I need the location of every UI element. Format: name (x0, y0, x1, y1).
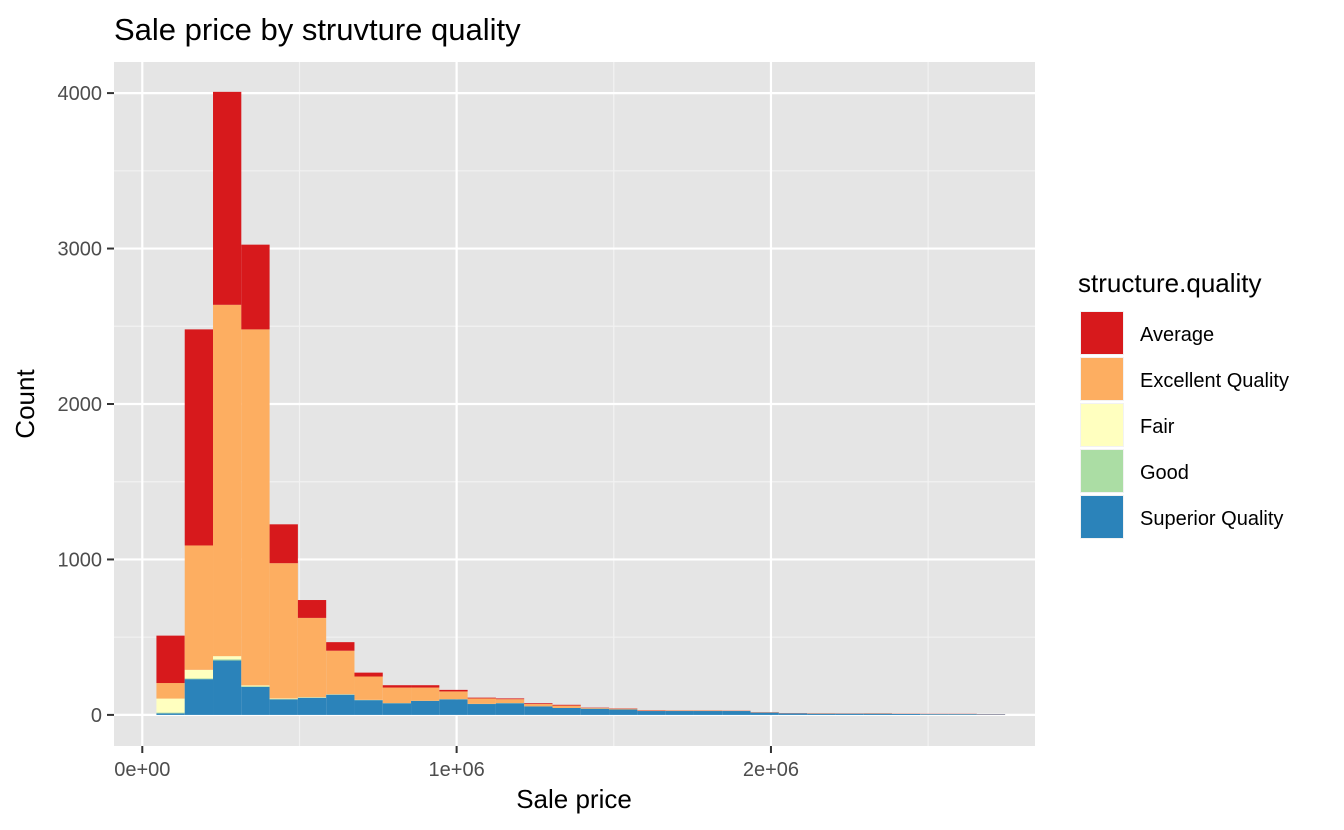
bar-segment-excellent-quality (552, 705, 581, 708)
bar-segment-superior-quality (213, 660, 242, 715)
x-tick-label: 0e+00 (114, 759, 170, 781)
bar-segment-excellent-quality (297, 617, 327, 698)
bar-segment-superior-quality (439, 699, 468, 715)
bar-segment-superior-quality (835, 713, 864, 715)
legend-label: Fair (1140, 416, 1175, 438)
bar-segment-superior-quality (326, 694, 355, 715)
bar-segment-average (326, 642, 355, 651)
bar-segment-fair (213, 656, 242, 660)
bar-segment-excellent-quality (382, 687, 412, 704)
bar-segment-average (524, 703, 553, 705)
bar-segment-excellent-quality (609, 708, 638, 710)
bar-segment-fair (156, 698, 185, 713)
bar-segment-superior-quality (241, 686, 270, 715)
bar-segment-superior-quality (297, 697, 327, 715)
bar-segment-superior-quality (354, 700, 383, 715)
legend: structure.quality Average Excellent Quali… (1078, 268, 1289, 539)
bar-segment-excellent-quality (439, 691, 468, 700)
bar-segment-superior-quality (609, 709, 638, 715)
bar-segment-superior-quality (665, 711, 694, 715)
legend-label: Excellent Quality (1140, 370, 1289, 392)
legend-label: Good (1140, 462, 1189, 484)
bar-segment-excellent-quality (213, 304, 242, 657)
x-axis-title: Sale price (516, 784, 632, 814)
bar-segment-superior-quality (891, 713, 921, 715)
legend-swatch (1081, 358, 1123, 400)
y-tick-label: 1000 (58, 549, 103, 571)
bar-segment-superior-quality (807, 713, 836, 715)
bar-segment-superior-quality (382, 703, 412, 715)
bar-segment-average (354, 672, 383, 677)
bar-segment-average (552, 704, 581, 706)
x-axis-ticks: 0e+00 1e+06 2e+06 (114, 746, 799, 781)
legend-swatch (1081, 496, 1123, 538)
legend-swatch (1081, 404, 1123, 446)
bar-segment-average (411, 685, 440, 688)
bar-segment-good (156, 712, 185, 714)
bar-segment-superior-quality (693, 711, 723, 715)
y-axis-title: Count (10, 369, 40, 439)
bar-segment-average (213, 91, 242, 305)
bar-segment-superior-quality (750, 712, 779, 715)
bar-segment-superior-quality (411, 700, 440, 715)
bar-segment-superior-quality (948, 714, 977, 715)
bar-segment-average (297, 600, 327, 618)
bar-segment-average (241, 244, 270, 330)
bar-segment-average (382, 685, 412, 688)
bar-segment-superior-quality (637, 711, 666, 715)
bar-segment-excellent-quality (269, 563, 298, 699)
stacked-bars (156, 91, 1006, 715)
bar-segment-good (241, 686, 270, 687)
bar-segment-superior-quality (184, 679, 214, 715)
bar-segment-excellent-quality (411, 687, 440, 701)
bar-segment-good (184, 678, 214, 680)
bar-segment-superior-quality (524, 706, 553, 715)
bar-segment-superior-quality (920, 714, 949, 715)
bar-segment-average (156, 635, 185, 684)
bar-segment-average (184, 329, 214, 546)
bar-segment-superior-quality (863, 713, 892, 715)
bar-segment-excellent-quality (524, 704, 553, 707)
bar-segment-excellent-quality (326, 650, 355, 695)
y-tick-label: 2000 (58, 394, 103, 416)
bar-segment-superior-quality (552, 707, 581, 715)
legend-label: Average (1140, 324, 1214, 346)
bar-segment-average (467, 697, 496, 699)
bar-segment-superior-quality (580, 708, 610, 715)
bar-segment-superior-quality (778, 713, 808, 715)
legend-label: Superior Quality (1140, 508, 1283, 530)
bar-segment-superior-quality (495, 703, 525, 715)
bar-segment-superior-quality (722, 711, 751, 715)
bar-segment-excellent-quality (354, 676, 383, 700)
x-tick-label: 1e+06 (429, 759, 485, 781)
bar-segment-excellent-quality (156, 683, 185, 699)
bar-segment-average (439, 689, 468, 692)
y-tick-label: 0 (91, 705, 102, 727)
y-tick-label: 3000 (58, 239, 103, 261)
bar-segment-fair (184, 669, 214, 679)
bar-segment-excellent-quality (241, 329, 270, 686)
bar-segment-excellent-quality (184, 545, 214, 670)
y-tick-label: 4000 (58, 83, 103, 105)
bar-segment-average (269, 524, 298, 564)
bar-segment-excellent-quality (580, 707, 610, 709)
bar-segment-good (213, 659, 242, 661)
bar-segment-superior-quality (467, 704, 496, 715)
bar-segment-superior-quality (156, 713, 185, 715)
bar-segment-superior-quality (269, 699, 298, 715)
bar-segment-average (495, 698, 525, 700)
legend-swatch (1081, 312, 1123, 354)
x-tick-label: 2e+06 (743, 759, 799, 781)
legend-title: structure.quality (1078, 268, 1262, 298)
y-axis-ticks: 0 1000 2000 3000 4000 (58, 83, 114, 727)
bar-segment-excellent-quality (495, 699, 525, 704)
chart-title: Sale price by struvture quality (114, 12, 521, 47)
legend-swatch (1081, 450, 1123, 492)
bar-segment-excellent-quality (467, 698, 496, 704)
bar-segment-fair (241, 685, 270, 687)
